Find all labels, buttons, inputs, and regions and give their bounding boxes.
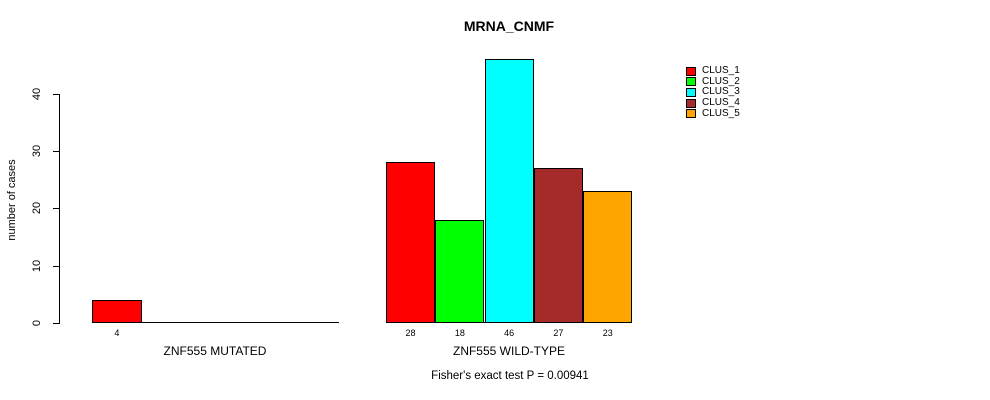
y-axis-tick	[52, 323, 59, 324]
y-axis-tick	[52, 93, 59, 95]
y-axis-tick	[52, 265, 59, 267]
y-tick-label: 0	[31, 319, 43, 327]
y-axis-tick	[52, 208, 59, 210]
legend-label-CLUS_3: CLUS_3	[702, 86, 740, 98]
legend-swatch-CLUS_3	[686, 87, 696, 97]
y-tick-label: 20	[31, 202, 43, 215]
legend-swatch-CLUS_2	[686, 77, 696, 87]
group-label-znf555-wild-type: ZNF555 WILD-TYPE	[452, 344, 566, 358]
bar-value-label: 27	[553, 327, 564, 338]
bar-CLUS_2	[435, 219, 485, 323]
bar-value-label: 23	[602, 327, 613, 338]
bar-CLUS_3	[484, 59, 534, 323]
bar-value-label: 28	[405, 327, 416, 338]
bar-value-label: 4	[114, 327, 120, 338]
group-label-znf555-mutated: ZNF555 MUTATED	[163, 344, 267, 358]
legend-label-CLUS_4: CLUS_4	[702, 97, 740, 109]
legend-swatch-CLUS_4	[686, 98, 696, 108]
group-baseline	[92, 322, 339, 323]
bar-CLUS_4	[533, 168, 584, 323]
chart-title: MRNA_CNMF	[463, 18, 555, 34]
y-tick-label: 10	[31, 259, 43, 272]
bar-CLUS_1	[92, 300, 142, 323]
legend-swatch-CLUS_5	[686, 109, 696, 119]
y-axis-line	[58, 93, 60, 324]
bar-value-label: 18	[454, 327, 465, 338]
y-tick-label: 40	[31, 87, 43, 100]
legend-swatch-CLUS_1	[686, 66, 696, 76]
y-axis-label: number of cases	[6, 159, 18, 241]
legend-label-CLUS_1: CLUS_1	[702, 65, 740, 76]
bar-CLUS_1	[385, 162, 436, 323]
fishers-test-note: Fisher's exact test P = 0.00941	[431, 370, 589, 382]
y-axis-tick	[52, 150, 59, 152]
y-tick-label: 30	[31, 144, 43, 158]
legend: CLUS_1 CLUS_2 CLUS_3 CLUS_4 CLUS_5	[686, 65, 776, 125]
legend-label-CLUS_5: CLUS_5	[702, 107, 740, 119]
bar-CLUS_5	[583, 191, 633, 323]
bar-value-label: 46	[504, 327, 515, 338]
legend-label-CLUS_2: CLUS_2	[702, 75, 740, 87]
